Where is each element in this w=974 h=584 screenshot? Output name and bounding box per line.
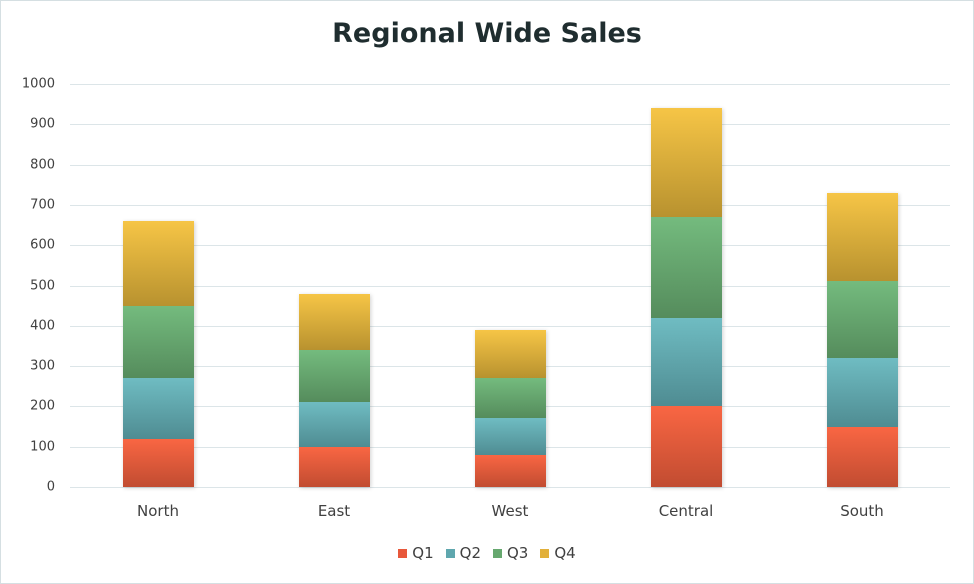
x-tick-label: Central — [658, 502, 714, 520]
bar-segment-q1 — [298, 446, 370, 487]
bar-segment-q1 — [474, 454, 546, 487]
plot-area — [70, 84, 950, 488]
legend-label: Q4 — [554, 544, 576, 562]
bar-segment-q3 — [122, 305, 194, 379]
y-tick-label: 500 — [30, 278, 55, 293]
legend: Q1 Q2 Q3 Q4 — [0, 544, 974, 562]
legend-label: Q1 — [412, 544, 434, 562]
legend-swatch — [493, 548, 502, 558]
x-tick-label: South — [840, 502, 884, 520]
legend-swatch — [445, 548, 455, 558]
bar-west — [474, 329, 546, 487]
bar-segment-q1 — [826, 426, 898, 487]
bar-segment-q2 — [650, 317, 722, 407]
bar-segment-q3 — [474, 378, 546, 419]
bar-north — [122, 221, 194, 487]
y-tick-label: 0 — [46, 479, 55, 495]
bar-segment-q4 — [122, 221, 194, 306]
y-tick-label: 900 — [30, 116, 55, 132]
legend-item-q1: Q1 — [398, 544, 434, 562]
y-tick-label: 400 — [30, 318, 55, 334]
legend-swatch — [398, 548, 408, 558]
x-tick-label: West — [491, 502, 529, 520]
legend-item-q4: Q4 — [540, 544, 576, 562]
bar-south — [826, 192, 898, 487]
gridline — [70, 124, 950, 126]
bar-segment-q1 — [122, 438, 194, 487]
bar-segment-q3 — [650, 216, 722, 318]
gridline — [70, 204, 950, 206]
x-tick-label: North — [137, 502, 179, 520]
y-tick-label: 200 — [30, 398, 55, 414]
bar-east — [298, 293, 370, 487]
y-tick-label: 100 — [30, 439, 55, 455]
chart-title: Regional Wide Sales — [332, 18, 642, 49]
gridline — [70, 84, 950, 85]
y-tick-label: 1000 — [21, 76, 55, 92]
bar-segment-q4 — [474, 329, 546, 379]
bar-segment-q2 — [298, 402, 370, 447]
bar-segment-q4 — [826, 192, 898, 282]
bar-segment-q4 — [650, 108, 722, 217]
bar-segment-q2 — [122, 378, 194, 439]
bar-segment-q2 — [474, 418, 546, 455]
y-tick-label: 800 — [30, 157, 55, 173]
legend-label: Q2 — [459, 544, 481, 562]
gridline — [70, 487, 950, 488]
y-tick-label: 700 — [30, 197, 55, 213]
legend-item-q2: Q2 — [445, 544, 481, 562]
bar-segment-q3 — [826, 281, 898, 359]
gridline — [70, 285, 950, 287]
y-tick-label: 300 — [30, 358, 55, 374]
legend-label: Q3 — [507, 544, 529, 562]
x-tick-label: East — [317, 502, 351, 520]
bar-segment-q2 — [826, 358, 898, 427]
bar-segment-q3 — [298, 349, 370, 403]
gridline — [70, 164, 950, 166]
y-tick-label: 600 — [30, 237, 55, 253]
gridline — [70, 245, 950, 247]
gridline — [70, 325, 950, 327]
bar-segment-q1 — [650, 406, 722, 487]
bar-central — [650, 108, 722, 487]
bar-segment-q4 — [298, 293, 370, 350]
legend-item-q3: Q3 — [493, 544, 528, 562]
legend-swatch — [540, 548, 550, 558]
